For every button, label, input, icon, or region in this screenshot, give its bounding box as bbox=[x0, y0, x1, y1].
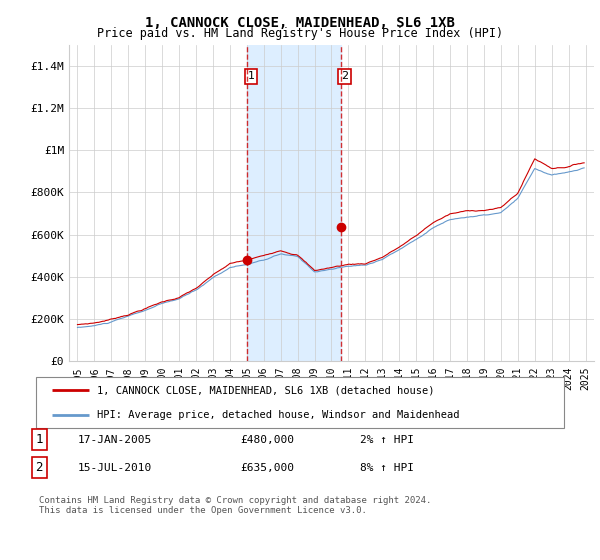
Text: 2: 2 bbox=[35, 461, 43, 474]
Text: 1, CANNOCK CLOSE, MAIDENHEAD, SL6 1XB (detached house): 1, CANNOCK CLOSE, MAIDENHEAD, SL6 1XB (d… bbox=[97, 385, 434, 395]
Text: 17-JAN-2005: 17-JAN-2005 bbox=[78, 435, 152, 445]
Text: £480,000: £480,000 bbox=[240, 435, 294, 445]
Text: 2: 2 bbox=[341, 72, 348, 81]
Text: 8% ↑ HPI: 8% ↑ HPI bbox=[360, 463, 414, 473]
Text: 1, CANNOCK CLOSE, MAIDENHEAD, SL6 1XB: 1, CANNOCK CLOSE, MAIDENHEAD, SL6 1XB bbox=[145, 16, 455, 30]
Text: HPI: Average price, detached house, Windsor and Maidenhead: HPI: Average price, detached house, Wind… bbox=[97, 410, 459, 420]
Text: 15-JUL-2010: 15-JUL-2010 bbox=[78, 463, 152, 473]
Text: 1: 1 bbox=[35, 433, 43, 446]
Text: £635,000: £635,000 bbox=[240, 463, 294, 473]
Text: 1: 1 bbox=[247, 72, 254, 81]
Bar bbox=[247, 45, 341, 361]
Text: 2% ↑ HPI: 2% ↑ HPI bbox=[360, 435, 414, 445]
Text: Price paid vs. HM Land Registry's House Price Index (HPI): Price paid vs. HM Land Registry's House … bbox=[97, 27, 503, 40]
Text: Contains HM Land Registry data © Crown copyright and database right 2024.
This d: Contains HM Land Registry data © Crown c… bbox=[39, 496, 431, 515]
